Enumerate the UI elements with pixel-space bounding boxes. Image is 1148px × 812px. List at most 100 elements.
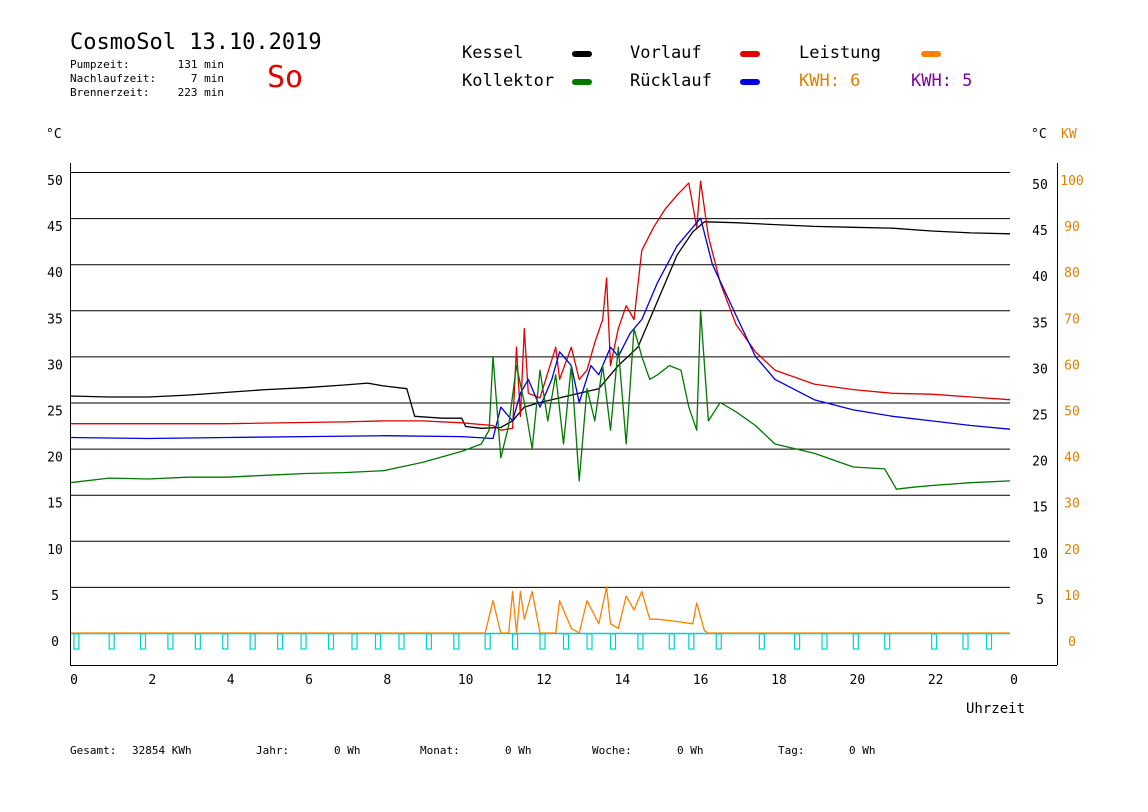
footer-jahr-label: Jahr: bbox=[256, 744, 290, 757]
y-tick-left: 10 bbox=[47, 543, 63, 558]
x-tick: 2 bbox=[148, 673, 156, 688]
y-tick-right-kw: 100 bbox=[1060, 174, 1083, 189]
x-tick: 18 bbox=[771, 673, 787, 688]
pump-mark bbox=[562, 633, 570, 650]
pump-mark bbox=[985, 633, 993, 650]
x-tick: 22 bbox=[928, 673, 944, 688]
footer-woche-label: Woche: bbox=[592, 744, 632, 757]
y-tick-right-c: 35 bbox=[1032, 316, 1048, 331]
stat-pumpzeit: Pumpzeit: 131 min bbox=[70, 58, 224, 71]
pump-mark bbox=[821, 633, 828, 650]
legend-leistung-label: Leistung bbox=[799, 43, 881, 63]
pump-mark bbox=[276, 633, 284, 650]
pump-mark bbox=[637, 633, 644, 650]
x-tick: 14 bbox=[615, 673, 631, 688]
y-tick-left: 5 bbox=[51, 589, 59, 604]
y-tick-left: 30 bbox=[47, 358, 63, 373]
x-tick: 20 bbox=[850, 673, 866, 688]
y-tick-left: 45 bbox=[47, 220, 63, 235]
x-tick: 0 bbox=[70, 673, 78, 688]
footer-monat-value: 0 Wh bbox=[505, 744, 532, 757]
y-tick-right-kw: 60 bbox=[1064, 358, 1080, 373]
pump-mark bbox=[398, 633, 405, 650]
pump-mark bbox=[108, 633, 115, 650]
legend-kwh1: KWH: 6 bbox=[799, 71, 861, 91]
series-line-kessel bbox=[69, 221, 1011, 429]
pump-mark bbox=[194, 633, 201, 650]
y-tick-right-kw: 20 bbox=[1064, 543, 1080, 558]
legend-vorlauf-label: Vorlauf bbox=[630, 43, 702, 63]
legend-ruecklauf-swatch bbox=[740, 79, 760, 85]
pump-mark bbox=[300, 633, 307, 650]
pump-mark bbox=[609, 633, 617, 650]
stat-brennerzeit: Brennerzeit: 223 min bbox=[70, 86, 224, 99]
x-tick: 0 bbox=[1010, 673, 1018, 688]
pump-mark bbox=[139, 633, 147, 650]
pump-mark bbox=[688, 633, 695, 650]
stat-value: 131 min bbox=[177, 58, 224, 71]
y-tick-left: 25 bbox=[47, 405, 63, 420]
y-tick-right-c: 40 bbox=[1032, 270, 1048, 285]
tick-labels: 0510152025303540455051015202530354045500… bbox=[47, 174, 1084, 688]
pump-mark bbox=[222, 633, 229, 650]
series-line-rücklauf bbox=[69, 217, 1011, 440]
stat-value: 223 min bbox=[177, 86, 224, 99]
pump-mark bbox=[249, 633, 256, 650]
y-tick-right-c: 45 bbox=[1032, 224, 1048, 239]
footer-woche-value: 0 Wh bbox=[677, 744, 704, 757]
pump-mark bbox=[852, 633, 859, 650]
y-tick-right-c: 5 bbox=[1036, 593, 1044, 608]
pump-mark bbox=[425, 633, 433, 650]
series-line-vorlauf bbox=[70, 180, 1011, 431]
footer-tag-value: 0 Wh bbox=[849, 744, 876, 757]
footer-tag-label: Tag: bbox=[778, 744, 805, 757]
right-axis-unit-c: °C bbox=[1031, 127, 1047, 142]
x-tick: 10 bbox=[458, 673, 474, 688]
pump-mark bbox=[453, 633, 460, 650]
legend-vorlauf-swatch bbox=[740, 51, 760, 57]
pump-mark bbox=[586, 633, 593, 650]
pump-mark bbox=[668, 633, 675, 650]
x-tick: 4 bbox=[227, 673, 235, 688]
y-tick-right-kw: 90 bbox=[1064, 220, 1080, 235]
y-tick-right-c: 20 bbox=[1032, 455, 1048, 470]
pump-mark bbox=[884, 633, 891, 650]
y-tick-right-kw: 10 bbox=[1064, 589, 1080, 604]
x-tick: 12 bbox=[536, 673, 552, 688]
right-axis-unit-kw: KW bbox=[1061, 127, 1077, 142]
stat-label: Brennerzeit: bbox=[70, 86, 150, 99]
pump-mark bbox=[511, 633, 519, 650]
plot-frame bbox=[70, 163, 1058, 666]
y-tick-right-c: 50 bbox=[1032, 178, 1048, 193]
chart-title: CosmoSol 13.10.2019 bbox=[70, 30, 322, 55]
series-lines bbox=[69, 180, 1011, 634]
legend-ruecklauf-label: Rücklauf bbox=[630, 71, 712, 91]
y-tick-right-c: 10 bbox=[1032, 547, 1048, 562]
pump-marks bbox=[70, 632, 1010, 650]
pump-mark bbox=[484, 633, 491, 650]
pump-mark bbox=[73, 633, 80, 650]
y-tick-right-c: 15 bbox=[1032, 501, 1048, 516]
left-axis-unit: °C bbox=[46, 127, 62, 142]
x-tick: 6 bbox=[305, 673, 313, 688]
pump-mark bbox=[167, 633, 174, 650]
series-line-leistung bbox=[70, 586, 1010, 634]
weekday-label: So bbox=[267, 60, 304, 95]
y-tick-right-kw: 0 bbox=[1068, 635, 1076, 650]
y-tick-left: 0 bbox=[51, 635, 59, 650]
legend-kwh2: KWH: 5 bbox=[911, 71, 973, 91]
pump-mark bbox=[351, 633, 358, 650]
x-tick: 16 bbox=[693, 673, 709, 688]
legend-kollektor-swatch bbox=[572, 79, 592, 85]
legend-kollektor-label: Kollektor bbox=[462, 71, 555, 91]
y-tick-right-kw: 30 bbox=[1064, 497, 1080, 512]
pump-mark bbox=[931, 633, 938, 650]
pump-mark bbox=[374, 633, 382, 650]
footer-monat-label: Monat: bbox=[420, 744, 460, 757]
series-line-kollektor bbox=[69, 309, 1011, 490]
x-tick: 8 bbox=[383, 673, 391, 688]
footer-gesamt-value: 32854 KWh bbox=[132, 744, 192, 757]
legend-leistung-swatch bbox=[921, 51, 941, 57]
pump-mark bbox=[327, 633, 335, 650]
